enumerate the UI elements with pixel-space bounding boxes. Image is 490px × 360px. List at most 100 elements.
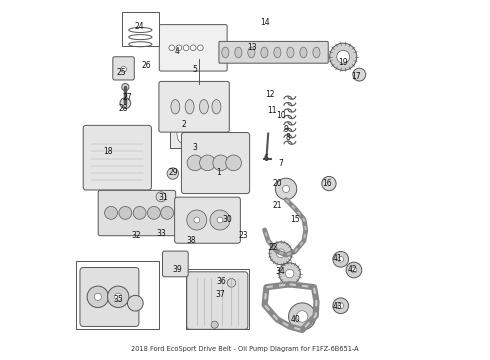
Ellipse shape <box>189 119 197 142</box>
Circle shape <box>94 293 101 300</box>
FancyBboxPatch shape <box>181 132 249 194</box>
Text: 43: 43 <box>333 302 343 311</box>
Ellipse shape <box>212 100 221 114</box>
Circle shape <box>338 303 343 309</box>
Ellipse shape <box>177 119 185 142</box>
Text: 31: 31 <box>158 193 168 202</box>
Ellipse shape <box>185 100 194 114</box>
Text: 23: 23 <box>239 231 248 240</box>
Ellipse shape <box>300 47 307 58</box>
Text: 5: 5 <box>193 65 197 74</box>
Text: 27: 27 <box>122 93 132 102</box>
Ellipse shape <box>199 100 208 114</box>
Circle shape <box>199 155 215 171</box>
Circle shape <box>226 155 242 171</box>
Ellipse shape <box>274 47 281 58</box>
Circle shape <box>167 168 178 179</box>
Text: 26: 26 <box>142 61 151 70</box>
Text: 8: 8 <box>286 132 290 141</box>
Text: 11: 11 <box>267 106 276 115</box>
Ellipse shape <box>235 47 242 58</box>
Text: 1: 1 <box>216 168 220 177</box>
FancyBboxPatch shape <box>113 57 134 80</box>
Circle shape <box>346 262 362 278</box>
Circle shape <box>296 311 308 322</box>
Ellipse shape <box>248 47 255 58</box>
Circle shape <box>213 155 228 171</box>
Text: 4: 4 <box>175 47 179 56</box>
Circle shape <box>87 286 109 307</box>
Circle shape <box>285 269 294 278</box>
Text: 21: 21 <box>272 201 282 210</box>
FancyBboxPatch shape <box>83 125 151 190</box>
Text: 14: 14 <box>260 18 270 27</box>
Text: 30: 30 <box>222 215 232 224</box>
Circle shape <box>107 286 129 307</box>
Circle shape <box>122 84 129 91</box>
Circle shape <box>289 303 316 330</box>
Circle shape <box>187 155 203 171</box>
FancyBboxPatch shape <box>219 41 328 63</box>
Circle shape <box>330 43 357 70</box>
FancyBboxPatch shape <box>187 272 248 329</box>
Text: 35: 35 <box>113 295 123 304</box>
Text: 28: 28 <box>119 104 128 113</box>
Ellipse shape <box>171 100 180 114</box>
Text: 2: 2 <box>182 120 187 129</box>
Circle shape <box>337 50 350 63</box>
Circle shape <box>194 217 199 223</box>
Circle shape <box>351 267 357 273</box>
Text: 18: 18 <box>103 147 112 156</box>
Circle shape <box>156 192 166 202</box>
Text: 33: 33 <box>156 229 166 238</box>
Circle shape <box>333 251 348 267</box>
Circle shape <box>210 210 230 230</box>
FancyBboxPatch shape <box>80 267 139 327</box>
Ellipse shape <box>313 47 320 58</box>
Circle shape <box>197 45 203 51</box>
Ellipse shape <box>214 119 222 142</box>
Text: 38: 38 <box>187 236 196 245</box>
Circle shape <box>333 298 348 314</box>
Circle shape <box>270 242 292 265</box>
Text: 37: 37 <box>215 290 225 299</box>
Text: 15: 15 <box>290 215 300 224</box>
Circle shape <box>176 45 182 51</box>
Circle shape <box>187 210 207 230</box>
Circle shape <box>211 321 218 328</box>
Text: 17: 17 <box>351 72 361 81</box>
Circle shape <box>353 68 366 81</box>
Circle shape <box>104 206 118 219</box>
FancyBboxPatch shape <box>76 261 159 329</box>
Text: 2018 Ford EcoSport Drive Belt - Oil Pump Diagram for F1FZ-6B651-A: 2018 Ford EcoSport Drive Belt - Oil Pump… <box>131 346 359 352</box>
Text: 12: 12 <box>265 90 275 99</box>
Ellipse shape <box>287 47 294 58</box>
Circle shape <box>120 98 131 109</box>
Text: 29: 29 <box>169 168 178 177</box>
Text: 25: 25 <box>117 68 126 77</box>
Circle shape <box>190 45 196 51</box>
Text: 42: 42 <box>347 265 357 274</box>
Text: 36: 36 <box>217 277 227 286</box>
FancyBboxPatch shape <box>159 81 229 132</box>
Text: 13: 13 <box>247 43 257 52</box>
Text: 40: 40 <box>290 315 300 324</box>
Circle shape <box>115 293 122 300</box>
Text: 20: 20 <box>272 179 282 188</box>
Circle shape <box>121 66 126 72</box>
Circle shape <box>322 176 336 191</box>
Circle shape <box>127 296 143 311</box>
Text: 41: 41 <box>333 254 343 263</box>
Circle shape <box>276 249 285 257</box>
Text: 39: 39 <box>172 265 182 274</box>
Circle shape <box>183 45 189 51</box>
Text: 19: 19 <box>339 58 348 67</box>
FancyBboxPatch shape <box>159 24 227 71</box>
FancyBboxPatch shape <box>98 190 176 236</box>
FancyBboxPatch shape <box>186 269 248 329</box>
Text: 32: 32 <box>131 231 141 240</box>
Circle shape <box>217 217 223 223</box>
Circle shape <box>338 256 343 262</box>
Circle shape <box>169 45 174 51</box>
FancyBboxPatch shape <box>174 197 241 243</box>
